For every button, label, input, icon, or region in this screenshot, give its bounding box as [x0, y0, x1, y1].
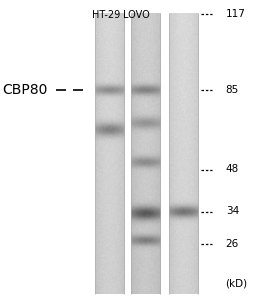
Text: LOVO: LOVO [123, 10, 149, 20]
Text: (kD): (kD) [224, 278, 246, 288]
Text: CBP80: CBP80 [3, 83, 48, 97]
Text: 26: 26 [225, 238, 238, 249]
Text: 48: 48 [225, 164, 238, 175]
Text: 34: 34 [225, 206, 238, 217]
Text: 85: 85 [225, 85, 238, 95]
Text: 117: 117 [225, 9, 245, 19]
Text: HT-29: HT-29 [91, 10, 119, 20]
